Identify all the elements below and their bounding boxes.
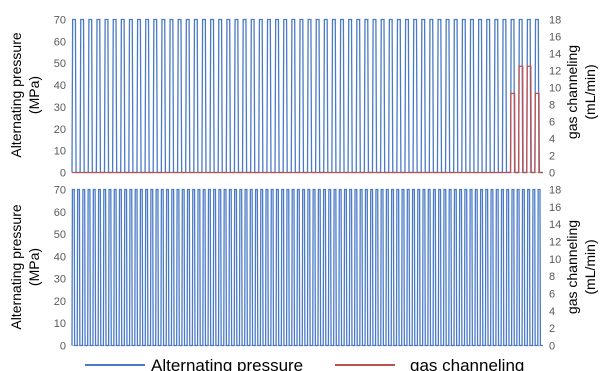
y-tick-label-right: 0 [549,168,555,180]
y-tick-label-right: 2 [549,323,555,335]
series-line-alternating-pressure [71,18,543,174]
y-tick-label-right: 6 [549,289,555,301]
y-tick-label-left: 0 [60,168,66,180]
bottom-chart-y-left-title-line1: Alternating pressure [8,204,24,330]
top-chart: Alternating pressure (MPa) gas channelin… [8,15,598,180]
y-tick-label-left: 60 [54,207,66,219]
y-tick-label-left: 50 [54,58,66,70]
y-tick-label-left: 10 [54,318,66,330]
legend-label-gas-channeling: gas channeling [410,356,524,371]
bottom-chart-y-axis-right-title: gas channeling (mL/min) [564,220,598,314]
y-tick-label-left: 10 [54,146,66,158]
y-tick-label-right: 18 [549,15,561,27]
bottom-chart-y-right-title-line2: (mL/min) [582,239,598,294]
y-tick-label-left: 0 [60,341,66,353]
bottom-chart-y-right-title-line1: gas channeling [564,220,580,314]
y-tick-label-right: 16 [549,202,561,214]
y-tick-label-right: 14 [549,219,561,231]
bottom-chart-y-ticks-right: 0 2 4 6 8 10 12 14 16 18 [549,185,561,353]
y-tick-label-right: 14 [549,49,561,61]
y-tick-label-left: 70 [54,15,66,27]
legend-label-alternating-pressure: Alternating pressure [151,356,303,371]
series-line-alternating-pressure [71,188,543,347]
bottom-chart-y-ticks-left: 0 10 20 30 40 50 60 70 [54,185,66,353]
y-tick-label-right: 4 [549,306,555,318]
y-tick-label-right: 12 [549,237,561,249]
legend: Alternating pressure gas channeling [85,356,524,371]
y-tick-label-right: 10 [549,254,561,266]
top-chart-y-left-title-line2: (MPa) [26,76,42,114]
top-chart-y-axis-left-title: Alternating pressure (MPa) [8,32,42,158]
y-tick-label-right: 10 [549,83,561,95]
series-line-gas-channeling [72,65,543,174]
top-chart-y-right-title-line1: gas channeling [564,45,580,139]
y-tick-label-right: 0 [549,341,555,353]
y-tick-label-right: 4 [549,134,555,146]
y-tick-label-right: 12 [549,66,561,78]
top-chart-y-axis-right-title: gas channeling (mL/min) [564,45,598,139]
y-tick-label-left: 30 [54,274,66,286]
bottom-chart-y-left-title-line2: (MPa) [26,248,42,286]
y-tick-label-left: 20 [54,296,66,308]
y-tick-label-left: 30 [54,102,66,114]
y-tick-label-left: 20 [54,124,66,136]
y-tick-label-left: 40 [54,251,66,263]
y-tick-label-right: 16 [549,32,561,44]
y-tick-label-left: 70 [54,185,66,197]
y-tick-label-right: 6 [549,117,555,129]
y-tick-label-right: 8 [549,271,555,283]
bottom-chart: Alternating pressure (MPa) gas channelin… [8,185,598,353]
top-chart-y-ticks-left: 0 10 20 30 40 50 60 70 [54,15,66,180]
top-chart-y-right-title-line2: (mL/min) [582,64,598,119]
y-tick-label-right: 18 [549,185,561,197]
y-tick-label-right: 2 [549,151,555,163]
y-tick-label-left: 60 [54,36,66,48]
y-tick-label-left: 50 [54,229,66,241]
bottom-chart-plot-area [71,188,543,347]
bottom-chart-y-axis-left-title: Alternating pressure (MPa) [8,204,42,330]
top-chart-y-ticks-right: 0 2 4 6 8 10 12 14 16 18 [549,15,561,180]
y-tick-label-left: 40 [54,80,66,92]
top-chart-plot-area [71,18,543,174]
y-tick-label-right: 8 [549,100,555,112]
top-chart-y-left-title-line1: Alternating pressure [8,32,24,158]
